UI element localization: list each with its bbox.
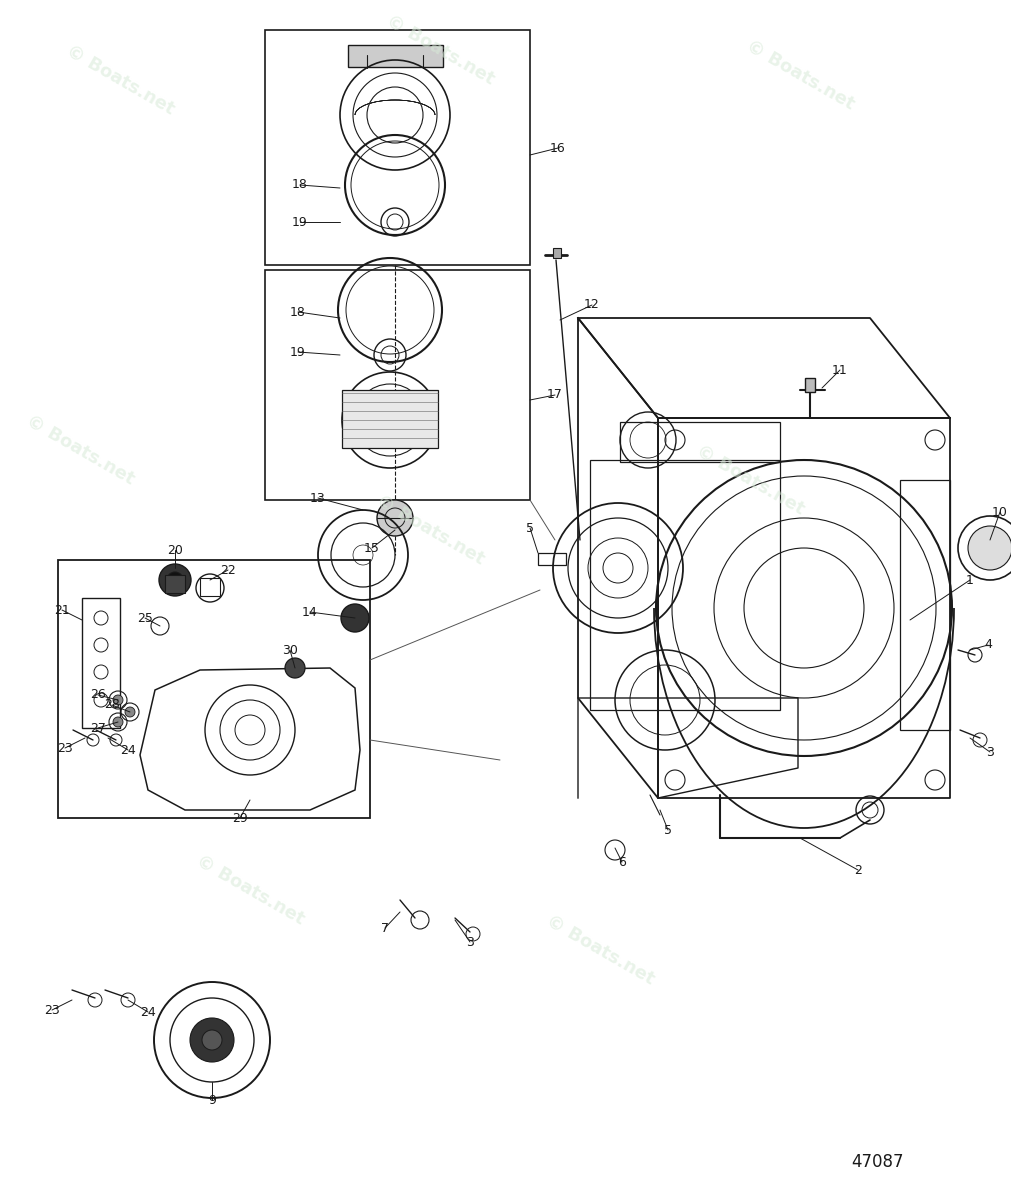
Circle shape [113, 716, 123, 727]
Text: © Boats.net: © Boats.net [743, 37, 857, 113]
Text: © Boats.net: © Boats.net [373, 492, 487, 569]
Bar [265, 30, 530, 265]
Bar [265, 270, 530, 500]
Circle shape [377, 500, 413, 536]
Circle shape [285, 658, 305, 678]
Bar [590, 460, 780, 710]
Bar [165, 575, 185, 593]
Text: 15: 15 [364, 541, 380, 554]
Circle shape [190, 1018, 234, 1062]
Text: 22: 22 [220, 564, 236, 576]
Text: © Boats.net: © Boats.net [543, 912, 657, 989]
Text: 30: 30 [282, 643, 298, 656]
Text: 21: 21 [55, 604, 70, 617]
Circle shape [202, 1030, 222, 1050]
Bar [200, 578, 220, 596]
Text: 24: 24 [120, 744, 135, 756]
Text: 3: 3 [986, 745, 994, 758]
Bar [553, 248, 561, 258]
Text: 12: 12 [584, 299, 600, 312]
Text: 10: 10 [992, 505, 1008, 518]
Circle shape [113, 695, 123, 704]
Circle shape [125, 707, 135, 716]
Text: 6: 6 [618, 856, 626, 869]
Text: 9: 9 [208, 1093, 216, 1106]
Text: 19: 19 [290, 346, 306, 359]
Text: 26: 26 [90, 689, 106, 702]
Text: 28: 28 [104, 698, 120, 712]
Text: 4: 4 [984, 638, 992, 652]
Text: 1: 1 [967, 574, 974, 587]
Text: 18: 18 [290, 306, 306, 318]
Bar [342, 390, 438, 448]
Bar [82, 598, 120, 728]
Circle shape [159, 564, 191, 596]
Text: © Boats.net: © Boats.net [22, 412, 137, 488]
Text: 23: 23 [58, 742, 73, 755]
Text: 3: 3 [466, 936, 474, 948]
Circle shape [167, 572, 183, 588]
Text: 11: 11 [832, 364, 848, 377]
Bar [900, 480, 950, 730]
Text: © Boats.net: © Boats.net [63, 42, 177, 119]
Text: 23: 23 [44, 1003, 60, 1016]
Text: 29: 29 [233, 811, 248, 824]
Circle shape [968, 526, 1011, 570]
Bar [538, 553, 566, 565]
Bar [348, 44, 443, 67]
Text: 2: 2 [854, 864, 862, 876]
Bar [620, 422, 780, 462]
Text: 27: 27 [90, 721, 106, 734]
Text: 5: 5 [526, 522, 534, 534]
Circle shape [341, 604, 369, 632]
Text: 16: 16 [550, 142, 566, 155]
Text: © Boats.net: © Boats.net [383, 12, 497, 89]
Text: 13: 13 [310, 492, 326, 504]
Text: 18: 18 [292, 179, 308, 192]
Text: 14: 14 [302, 606, 317, 618]
Text: 5: 5 [664, 823, 672, 836]
Text: 24: 24 [141, 1006, 156, 1019]
Text: 47087: 47087 [851, 1153, 904, 1171]
Bar [805, 378, 815, 392]
Text: 19: 19 [292, 216, 308, 228]
Bar [58, 560, 370, 818]
Text: © Boats.net: © Boats.net [693, 442, 807, 518]
Text: 25: 25 [137, 612, 153, 624]
Text: 17: 17 [547, 389, 563, 402]
Text: 7: 7 [381, 922, 389, 935]
Text: 20: 20 [167, 544, 183, 557]
Text: © Boats.net: © Boats.net [193, 852, 307, 929]
